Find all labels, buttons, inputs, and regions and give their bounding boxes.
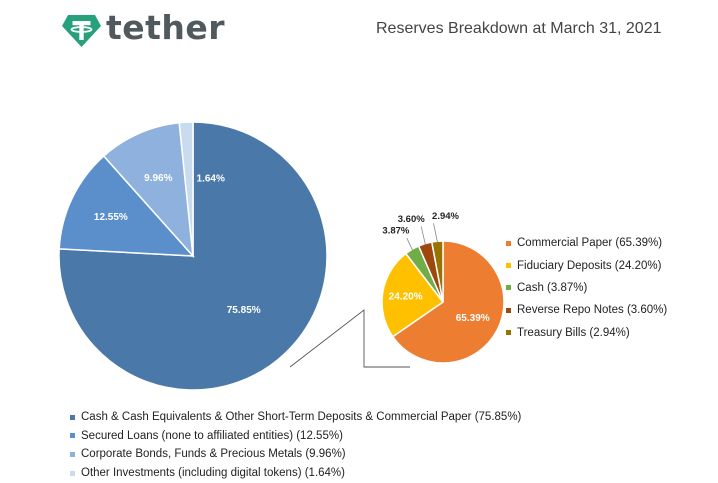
breakdown-slice-commercial-paper xyxy=(391,240,505,364)
tether-logo-icon xyxy=(62,15,101,47)
page-title: Reserves Breakdown at March 31, 2021 xyxy=(376,20,662,37)
tether-logo xyxy=(62,15,101,47)
breakdown-legend-item-treasury-bills: Treasury Bills (2.94%) xyxy=(506,322,711,344)
breakdown-data-label: 65.39% xyxy=(456,313,490,324)
reserves-legend: Cash & Cash Equivalents & Other Short-Te… xyxy=(70,408,690,482)
legend-label: Reverse Repo Notes (3.60%) xyxy=(517,304,668,317)
legend-label: Commercial Paper (65.39%) xyxy=(517,237,663,250)
legend-swatch xyxy=(506,263,511,269)
breakdown-legend-item-cash: Cash (3.87%) xyxy=(506,277,711,299)
main-data-label: 12.55% xyxy=(94,212,128,223)
legend-label: Fiduciary Deposits (24.20%) xyxy=(517,259,662,272)
breakdown-leader-line xyxy=(433,223,438,243)
legend-label: Cash & Cash Equivalents & Other Short-Te… xyxy=(81,411,522,424)
legend-swatch xyxy=(70,470,75,476)
breakdown-data-label: 3.60% xyxy=(398,214,425,225)
breakdown-legend-item-commercial-paper: Commercial Paper (65.39%) xyxy=(506,232,711,254)
main-data-label: 75.85% xyxy=(227,305,261,316)
main-data-label: 9.96% xyxy=(144,173,172,184)
logo-wordmark: tether xyxy=(106,8,226,47)
legend-swatch xyxy=(506,307,511,313)
main-slice-secured-loans xyxy=(58,154,195,257)
legend-swatch xyxy=(70,451,75,457)
commercial-paper-legend: Commercial Paper (65.39%) Fiduciary Depos… xyxy=(506,232,711,344)
legend-swatch xyxy=(506,285,511,291)
breakdown-connector-line xyxy=(289,309,410,368)
main-slice-corporate-bonds-funds-precious-metals xyxy=(102,121,194,259)
main-slice-other-investments xyxy=(178,121,194,257)
main-legend-item-corporate-bonds-funds-precious-metals: Corporate Bonds, Funds & Precious Metals… xyxy=(70,445,690,464)
breakdown-data-label: 24.20% xyxy=(389,292,423,303)
main-legend-item-cash-cash-equivalents-other-short-term-deposits-commercial-paper: Cash & Cash Equivalents & Other Short-Te… xyxy=(70,408,690,427)
breakdown-legend-item-fiduciary-deposits: Fiduciary Deposits (24.20%) xyxy=(506,254,711,276)
legend-label: Cash (3.87%) xyxy=(517,281,588,294)
main-legend-item-other-investments: Other Investments (including digital tok… xyxy=(70,464,690,483)
legend-label: Other Investments (including digital tok… xyxy=(81,467,345,480)
breakdown-slice-fiduciary-deposits xyxy=(381,252,445,338)
breakdown-legend-item-reverse-repo-notes: Reverse Repo Notes (3.60%) xyxy=(506,299,711,321)
legend-swatch xyxy=(70,414,75,420)
breakdown-leader-line xyxy=(420,226,426,245)
breakdown-data-label: 3.87% xyxy=(382,226,409,237)
legend-label: Secured Loans (none to affiliated entiti… xyxy=(81,429,343,442)
breakdown-data-label: 2.94% xyxy=(432,211,459,222)
legend-swatch xyxy=(506,330,511,336)
legend-label: Corporate Bonds, Funds & Precious Metals… xyxy=(81,448,346,461)
main-data-label: 1.64% xyxy=(197,174,225,185)
breakdown-leader-line xyxy=(406,238,413,251)
legend-swatch xyxy=(70,433,75,439)
legend-swatch xyxy=(506,240,511,246)
main-legend-item-secured-loans: Secured Loans (none to affiliated entiti… xyxy=(70,427,690,446)
legend-label: Treasury Bills (2.94%) xyxy=(517,326,630,339)
